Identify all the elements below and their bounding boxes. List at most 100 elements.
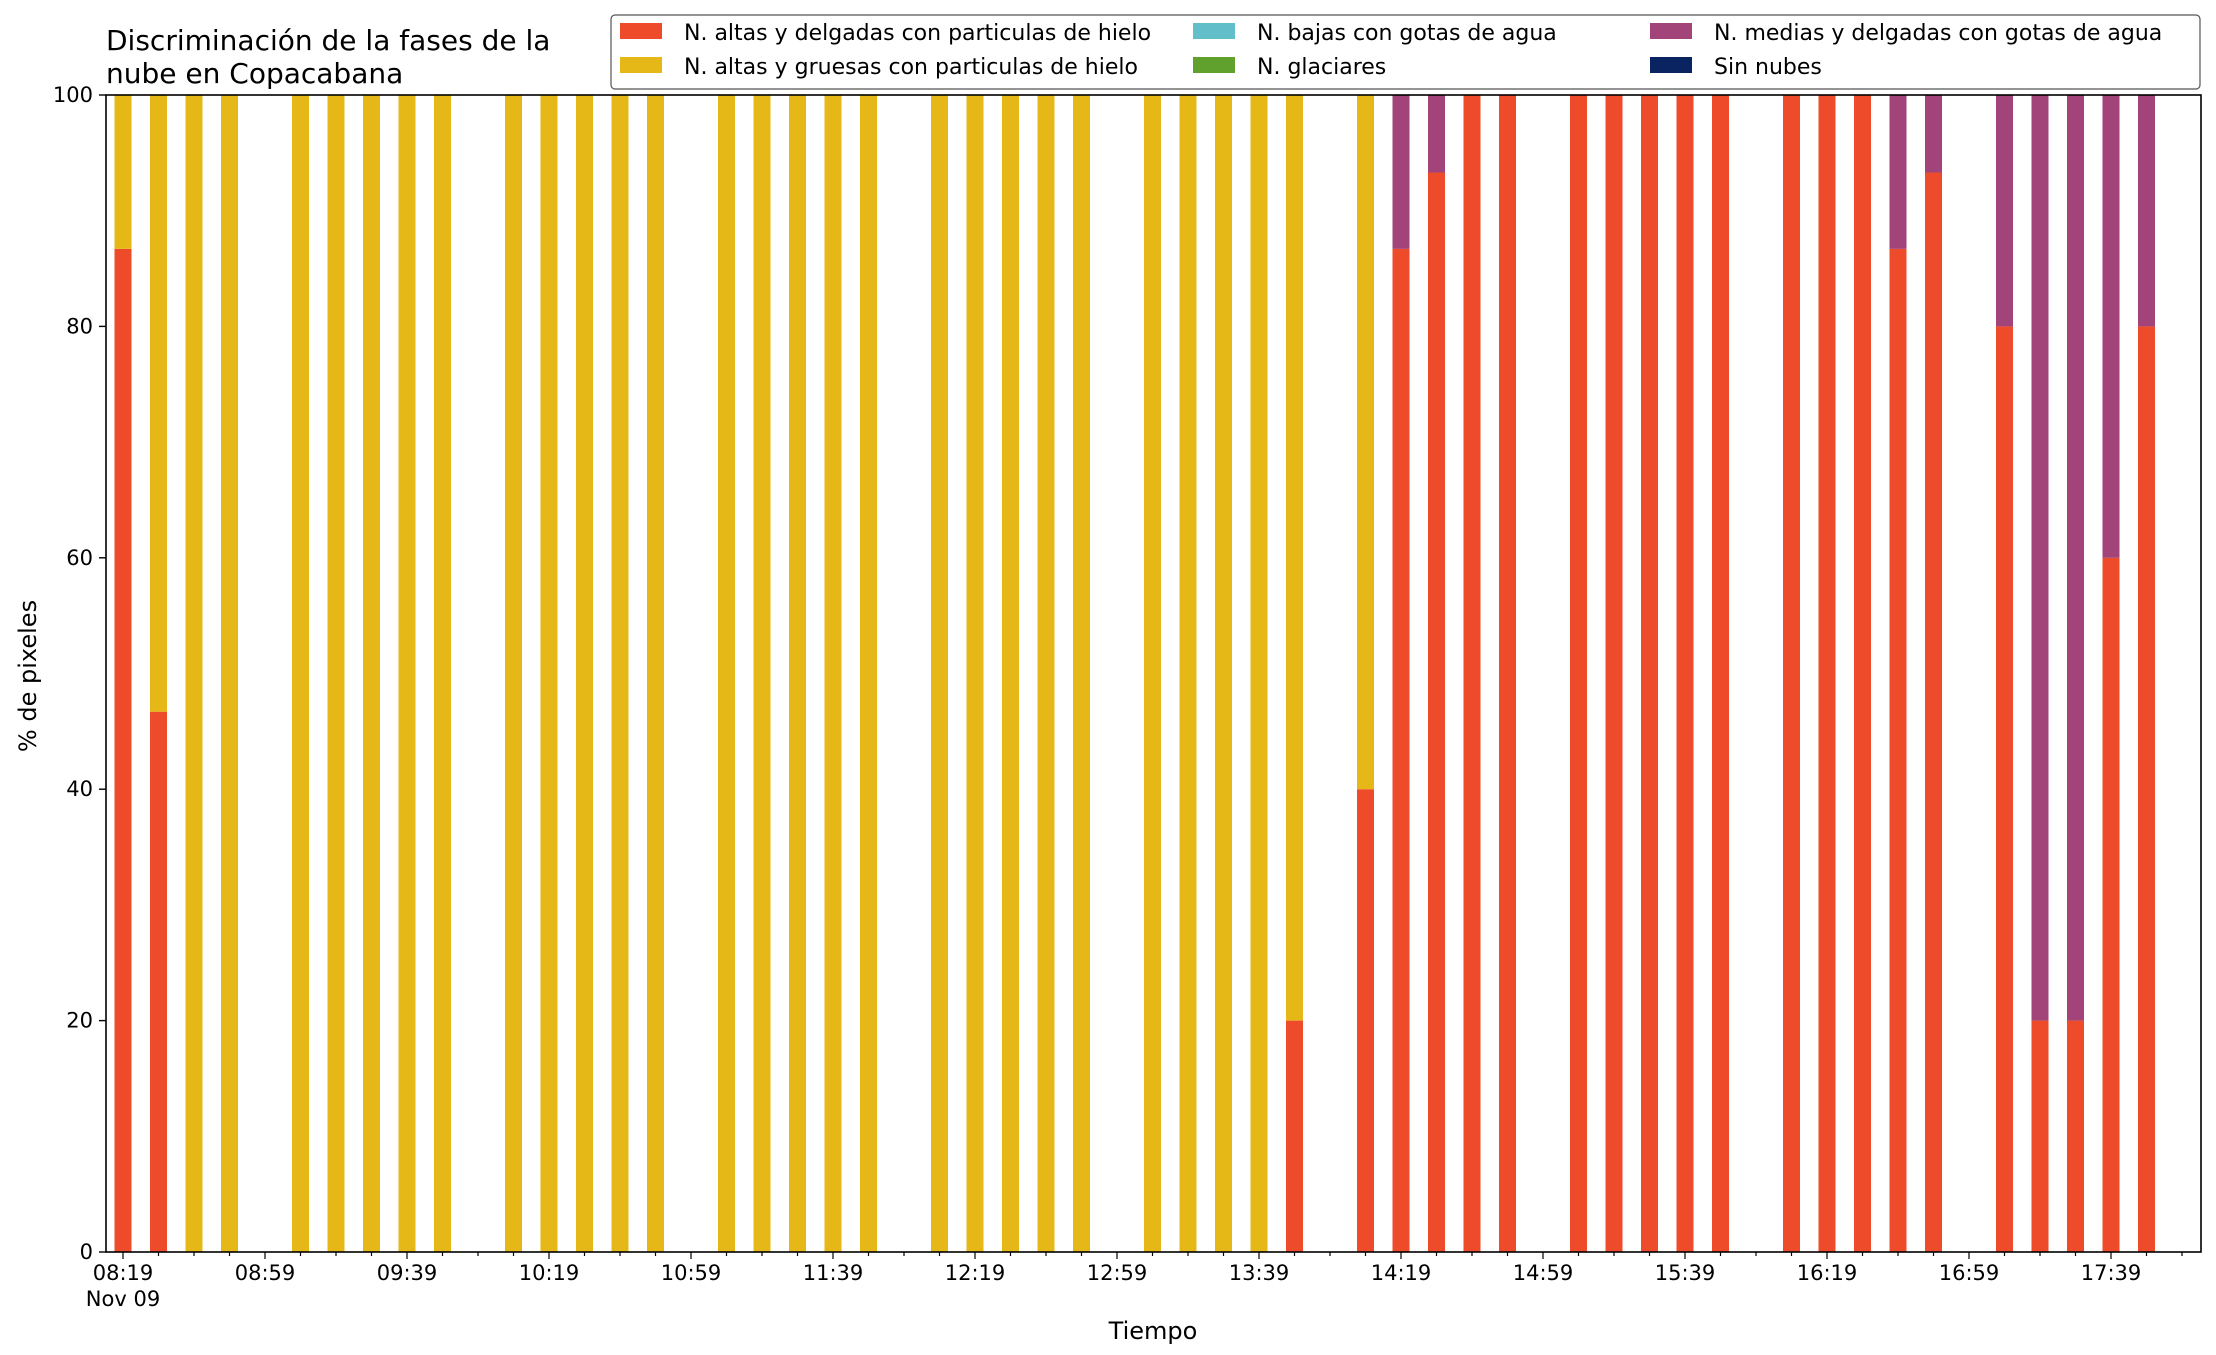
bar-segment: [150, 95, 167, 712]
legend-swatch: [1193, 57, 1235, 73]
legend-swatch: [620, 23, 662, 39]
bar-segment: [824, 95, 842, 1252]
x-tick-label: 15:39: [1655, 1261, 1716, 1285]
bar-segment: [1037, 95, 1055, 1252]
x-tick-label: 14:19: [1371, 1261, 1432, 1285]
bar-segment: [576, 95, 593, 1252]
bar-segment: [1144, 95, 1161, 1252]
bar-segment: [185, 95, 203, 1252]
bar-segment: [2031, 1020, 2049, 1252]
bar-segment: [789, 95, 806, 1252]
x-tick-label: 09:39: [377, 1261, 438, 1285]
x-axis-label: Tiempo: [1108, 1317, 1198, 1345]
legend-label: N. bajas con gotas de agua: [1257, 21, 1557, 46]
bar-segment: [1676, 95, 1694, 1252]
bar-segment: [1179, 95, 1197, 1252]
bars-layer: [114, 95, 2155, 1252]
x-tick-label: 11:39: [803, 1261, 864, 1285]
legend: N. altas y delgadas con particulas de hi…: [610, 14, 2201, 90]
bar-segment: [1250, 95, 1268, 1252]
legend-label: N. medias y delgadas con gotas de agua: [1714, 21, 2162, 46]
bar-segment: [2138, 326, 2155, 1252]
x-tick-label: 17:39: [2081, 1261, 2142, 1285]
y-tick-label: 100: [53, 83, 93, 107]
x-tick-label: 16:59: [1939, 1261, 2000, 1285]
bar-segment: [1854, 95, 1871, 1252]
x-tick-label: 12:19: [945, 1261, 1006, 1285]
bar-segment: [1712, 95, 1729, 1252]
bar-segment: [1996, 95, 2013, 327]
y-axis-label: % de pixeles: [14, 600, 42, 752]
x-tick-label: 16:19: [1797, 1261, 1858, 1285]
bar-segment: [2138, 95, 2155, 327]
legend-swatch: [1650, 23, 1692, 39]
bar-segment: [150, 711, 167, 1252]
bar-segment: [1392, 248, 1410, 1252]
bar-segment: [1605, 95, 1623, 1252]
bar-segment: [292, 95, 309, 1252]
bar-segment: [540, 95, 558, 1252]
bar-segment: [1002, 95, 1019, 1252]
bar-segment: [966, 95, 984, 1252]
legend-swatch: [1650, 57, 1692, 73]
legend-label: N. glaciares: [1257, 55, 1386, 80]
x-tick-date-label: Nov 09: [86, 1287, 160, 1311]
bar-segment: [363, 95, 380, 1252]
bar-segment: [718, 95, 735, 1252]
legend-label: N. altas y gruesas con particulas de hie…: [684, 55, 1138, 80]
bar-segment: [1889, 95, 1907, 249]
bar-segment: [1286, 95, 1303, 1021]
y-tick-label: 80: [66, 314, 93, 338]
legend-label: Sin nubes: [1714, 55, 1822, 80]
y-tick-label: 20: [66, 1009, 93, 1033]
bar-segment: [398, 95, 416, 1252]
bar-segment: [1428, 95, 1445, 173]
x-tick-label: 08:19: [93, 1261, 154, 1285]
bar-segment: [931, 95, 948, 1252]
y-tick-label: 40: [66, 777, 93, 801]
bar-segment: [1357, 789, 1374, 1252]
plot-frame: [105, 94, 2202, 1253]
bar-segment: [2102, 557, 2120, 1252]
bar-segment: [1783, 95, 1800, 1252]
bar-segment: [434, 95, 451, 1252]
bar-segment: [1428, 172, 1445, 1252]
legend-swatch: [1193, 23, 1235, 39]
bar-segment: [327, 95, 345, 1252]
legend-box: [610, 14, 2201, 90]
bar-segment: [1641, 95, 1658, 1252]
x-tick-label: 10:59: [661, 1261, 722, 1285]
bar-segment: [647, 95, 664, 1252]
bar-segment: [1925, 95, 1942, 173]
bar-segment: [1392, 95, 1410, 249]
x-tick-label: 10:19: [519, 1261, 580, 1285]
bar-segment: [114, 95, 132, 249]
chart-title-line-2: nube en Copacabana: [106, 57, 403, 90]
bar-segment: [611, 95, 629, 1252]
bar-segment: [753, 95, 771, 1252]
bar-segment: [1996, 326, 2013, 1252]
bar-segment: [114, 248, 132, 1252]
bar-segment: [1570, 95, 1587, 1252]
bar-segment: [505, 95, 522, 1252]
y-tick-label: 0: [80, 1240, 93, 1264]
bar-segment: [1215, 95, 1232, 1252]
bar-segment: [860, 95, 877, 1252]
bar-segment: [1073, 95, 1090, 1252]
bar-segment: [221, 95, 238, 1252]
chart-title-line-1: Discriminación de la fases de la: [106, 24, 550, 57]
bar-segment: [1286, 1020, 1303, 1252]
bar-segment: [1463, 95, 1481, 1252]
bar-segment: [1818, 95, 1836, 1252]
legend-swatch: [620, 57, 662, 73]
bar-segment: [1499, 95, 1516, 1252]
bar-segment: [1925, 172, 1942, 1252]
x-tick-label: 14:59: [1513, 1261, 1574, 1285]
x-tick-label: 12:59: [1087, 1261, 1148, 1285]
y-tick-label: 60: [66, 546, 93, 570]
bar-segment: [2102, 95, 2120, 558]
legend-label: N. altas y delgadas con particulas de hi…: [684, 21, 1151, 46]
bar-segment: [2067, 95, 2084, 1021]
